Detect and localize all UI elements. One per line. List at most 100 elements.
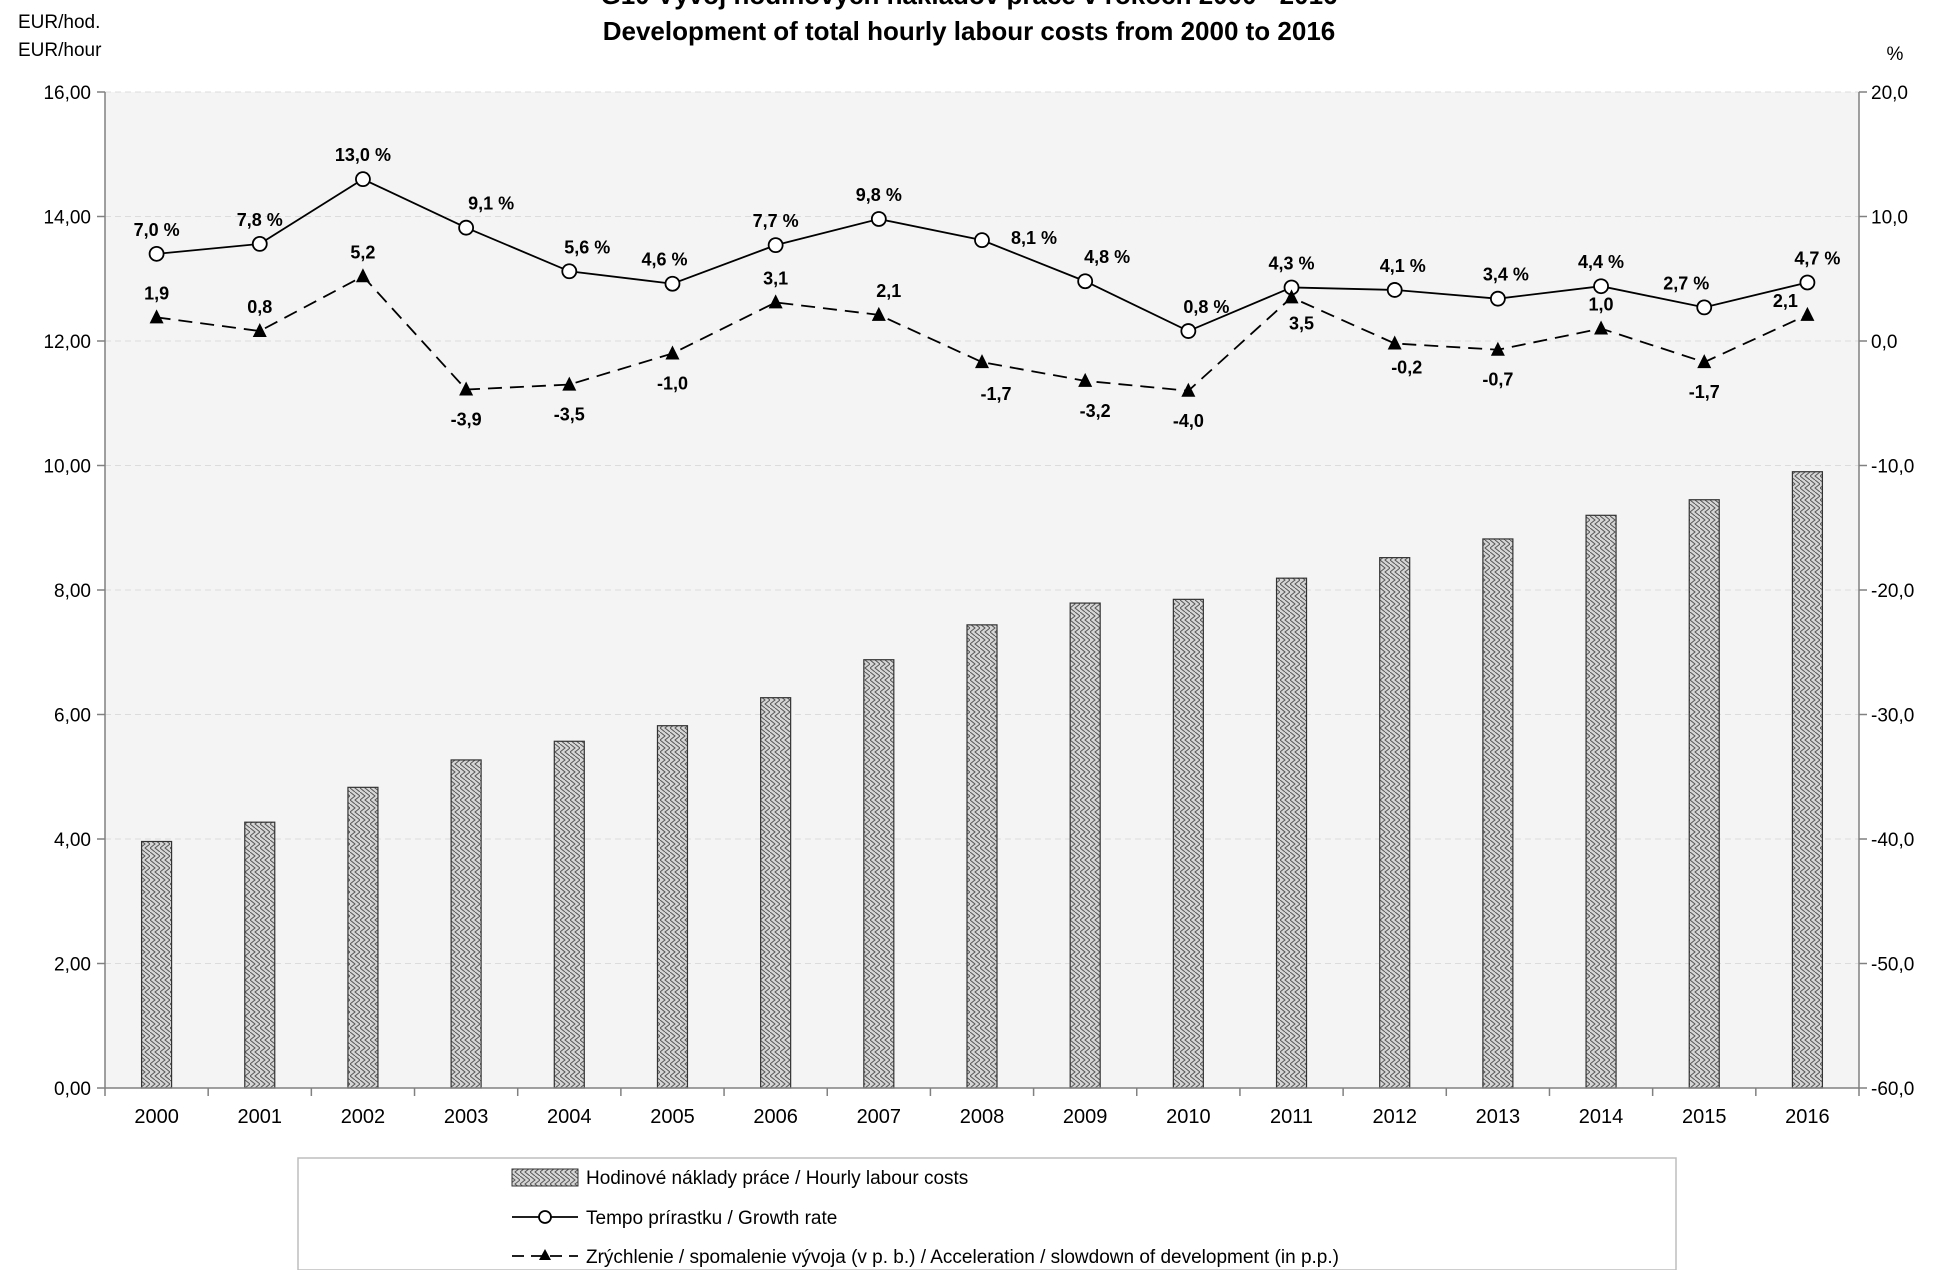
acceleration-point: [459, 381, 474, 396]
growth-rate-label: 8,1 %: [1011, 228, 1057, 248]
growth-rate-label: 4,7 %: [1794, 248, 1840, 268]
acceleration-point: [355, 268, 370, 283]
legend-bar-swatch: [511, 1168, 579, 1187]
growth-rate-label: 9,8 %: [856, 185, 902, 205]
legend-growth-swatch-marker: [538, 1210, 552, 1224]
right-axis-unit: %: [1887, 44, 1904, 65]
growth-rate-point: [1077, 273, 1094, 290]
left-tick-label: 14,00: [43, 208, 91, 229]
legend-label-accel: Zrýchlenie / spomalenie vývoja (v p. b.)…: [586, 1247, 1339, 1268]
growth-rate-point: [1593, 278, 1609, 295]
acceleration-point: [1490, 341, 1505, 356]
left-axis-unit-2: EUR/hour: [18, 40, 102, 61]
x-tick-label: 2008: [960, 1106, 1005, 1128]
acceleration-point: [975, 354, 989, 369]
left-tick-label: 8,00: [54, 581, 91, 602]
growth-rate-point: [251, 235, 268, 252]
acceleration-point: [768, 294, 783, 309]
x-axis-ticks: 2000 2001 2002 2003 2004 2005 2006 2007 2008 2009…: [104, 1088, 1860, 1128]
left-tick-label: 16,00: [43, 83, 91, 104]
acceleration-label: 2,1: [876, 281, 901, 301]
legend-accel-swatch-marker: [539, 1249, 551, 1260]
bar: [450, 759, 482, 1089]
acceleration-label: -4,0: [1173, 411, 1204, 431]
bar: [1172, 598, 1204, 1089]
x-tick-label: 2003: [444, 1106, 489, 1128]
chart-title-line1: G10 Vývoj hodinových nákladov práce v ro…: [601, 0, 1338, 10]
x-tick-label: 2014: [1579, 1106, 1624, 1128]
growth-rate-point: [1489, 290, 1506, 307]
gridlines: [105, 91, 1859, 964]
growth-rate-series: 7,0 % 7,8 % 13,0 % 9,1 % 5,6 % 4,6 % 7,7 % 9,8 …: [134, 145, 1840, 339]
left-tick-label: 4,00: [54, 830, 91, 851]
bar: [140, 840, 173, 1089]
acceleration-label: -1,7: [980, 384, 1011, 404]
acceleration-point: [1800, 306, 1815, 321]
acceleration-point: [149, 309, 164, 324]
left-axis-unit-1: EUR/hod.: [18, 12, 100, 33]
legend-label-growth: Tempo prírastku / Growth rate: [586, 1208, 837, 1229]
acceleration-point: [252, 323, 267, 338]
x-tick-label: 2006: [753, 1106, 798, 1128]
left-tick-label: 12,00: [43, 332, 91, 353]
acceleration-label: 1,9: [144, 283, 169, 303]
acceleration-label: -0,2: [1391, 357, 1422, 377]
x-tick-label: 2000: [134, 1106, 179, 1128]
x-tick-label: 2016: [1785, 1106, 1830, 1128]
growth-rate-label: 4,4 %: [1578, 252, 1624, 272]
right-tick-label: -40,0: [1871, 830, 1914, 851]
bar: [656, 725, 689, 1089]
growth-rate-point: [1799, 274, 1816, 291]
bar: [760, 697, 792, 1089]
growth-rate-label: 2,7 %: [1663, 273, 1709, 293]
bar: [1482, 538, 1514, 1089]
growth-rate-point: [458, 219, 475, 236]
growth-rate-label: 4,8 %: [1084, 247, 1130, 267]
acceleration-point: [665, 345, 680, 360]
bar-series: [140, 471, 1824, 1089]
growth-rate-label: 0,8 %: [1183, 297, 1229, 317]
left-tick-label: 10,00: [43, 457, 91, 478]
legend-label-bars: Hodinové náklady práce / Hourly labour c…: [586, 1168, 968, 1189]
acceleration-point: [1387, 335, 1402, 350]
left-tick-label: 2,00: [54, 955, 91, 976]
x-tick-label: 2012: [1372, 1106, 1417, 1128]
growth-rate-point: [974, 232, 990, 249]
acceleration-series: 1,9 0,8 5,2 -3,9 -3,5 -1,0 3,1 2,1 -1,7 -3,2 -4,0 3…: [144, 242, 1815, 431]
acceleration-point: [1284, 289, 1299, 304]
growth-rate-label: 4,1 %: [1380, 256, 1426, 276]
acceleration-point: [1181, 382, 1196, 397]
bar: [863, 659, 895, 1089]
x-tick-label: 2010: [1166, 1106, 1211, 1128]
acceleration-label: -1,0: [657, 373, 688, 393]
growth-rate-label: 9,1 %: [468, 194, 514, 214]
bar: [1688, 499, 1720, 1089]
bar: [1379, 557, 1411, 1089]
bar: [1275, 577, 1308, 1089]
acceleration-point: [1697, 354, 1712, 369]
growth-rate-label: 3,4 %: [1483, 265, 1529, 285]
acceleration-label: 5,2: [350, 242, 375, 262]
acceleration-label: 1,0: [1589, 295, 1614, 315]
x-tick-label: 2004: [547, 1106, 592, 1128]
right-tick-label: -50,0: [1871, 955, 1914, 976]
growth-rate-label: 4,3 %: [1269, 253, 1315, 273]
growth-rate-point: [1696, 299, 1713, 316]
bar: [347, 786, 379, 1089]
acceleration-label: -3,9: [451, 410, 482, 430]
bar: [1585, 514, 1617, 1089]
right-tick-label: 0,0: [1871, 332, 1897, 353]
bar: [966, 624, 998, 1089]
growth-rate-label: 7,8 %: [237, 210, 283, 230]
acceleration-label: -3,2: [1080, 401, 1111, 421]
right-tick-label: -60,0: [1871, 1079, 1914, 1100]
acceleration-point: [1078, 372, 1093, 387]
left-axis-ticks: 0,00 2,00 4,00 6,00 8,00 10,00 12,00 14,00 16,00: [43, 83, 105, 1100]
right-tick-label: 20,0: [1871, 83, 1908, 104]
right-tick-label: 10,0: [1871, 208, 1908, 229]
growth-rate-label: 4,6 %: [641, 250, 687, 270]
x-tick-label: 2015: [1682, 1106, 1727, 1128]
growth-rate-point: [1180, 323, 1197, 339]
acceleration-label: -3,5: [554, 405, 585, 425]
right-tick-label: -30,0: [1871, 706, 1914, 727]
